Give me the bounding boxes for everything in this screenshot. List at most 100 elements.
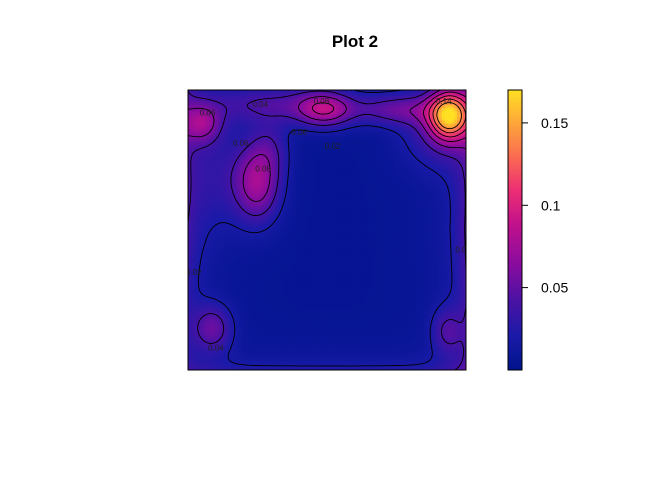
heatmap-cell xyxy=(323,306,328,310)
heatmap-cell xyxy=(221,199,225,204)
heatmap-cell xyxy=(296,309,301,313)
heatmap-cell xyxy=(257,360,262,365)
heatmap-cell xyxy=(209,293,213,298)
heatmap-cell xyxy=(281,300,286,304)
heatmap-cell xyxy=(206,199,210,204)
heatmap-cell xyxy=(227,242,231,246)
heatmap-cell xyxy=(311,147,316,152)
heatmap-cell xyxy=(345,129,349,134)
heatmap-cell xyxy=(233,166,237,170)
heatmap-cell xyxy=(248,300,253,304)
heatmap-cell xyxy=(345,123,349,128)
heatmap-cell xyxy=(266,217,271,222)
heatmap-cell xyxy=(227,342,231,347)
heatmap-cell xyxy=(293,239,298,243)
heatmap-cell xyxy=(260,339,265,344)
heatmap-cell xyxy=(327,196,331,201)
heatmap-cell xyxy=(317,266,322,271)
heatmap-cell xyxy=(224,199,228,204)
heatmap-cell xyxy=(311,114,316,118)
heatmap-cell xyxy=(227,306,231,310)
heatmap-cell xyxy=(188,144,192,149)
heatmap-cell xyxy=(302,309,307,313)
heatmap-cell xyxy=(200,199,204,204)
heatmap-cell xyxy=(191,184,195,188)
heatmap-cell xyxy=(257,351,262,356)
heatmap-cell xyxy=(215,248,219,252)
heatmap-cell xyxy=(342,217,346,222)
heatmap-cell xyxy=(188,360,192,365)
heatmap-cell xyxy=(293,193,298,198)
heatmap-cell xyxy=(200,114,204,118)
heatmap-cell xyxy=(284,318,289,322)
heatmap-cell xyxy=(287,321,292,325)
heatmap-cell xyxy=(212,226,216,231)
heatmap-cell xyxy=(191,324,195,328)
heatmap-cell xyxy=(221,108,225,112)
heatmap-cell xyxy=(305,220,310,225)
heatmap-cell xyxy=(342,248,346,252)
heatmap-cell xyxy=(330,239,334,243)
heatmap-cell xyxy=(230,306,234,310)
heatmap-cell xyxy=(251,296,256,301)
heatmap-cell xyxy=(227,272,231,277)
heatmap-cell xyxy=(281,126,286,131)
heatmap-cell xyxy=(227,263,231,268)
heatmap-cell xyxy=(336,281,340,286)
heatmap-cell xyxy=(212,315,216,319)
heatmap-cell xyxy=(330,245,334,249)
heatmap-cell xyxy=(299,156,304,161)
heatmap-cell xyxy=(230,175,234,179)
heatmap-cell xyxy=(275,330,280,335)
heatmap-cell xyxy=(206,360,210,365)
heatmap-cell xyxy=(191,357,195,362)
heatmap-cell xyxy=(342,196,346,201)
heatmap-cell xyxy=(254,226,259,231)
heatmap-cell xyxy=(314,105,319,109)
heatmap-cell xyxy=(260,245,265,249)
heatmap-cell xyxy=(348,287,352,292)
heatmap-cell xyxy=(281,172,286,176)
heatmap-cell xyxy=(254,345,259,350)
heatmap-cell xyxy=(284,223,289,228)
heatmap-cell xyxy=(266,144,271,149)
heatmap-cell xyxy=(236,153,240,158)
heatmap-cell xyxy=(278,242,283,246)
heatmap-cell xyxy=(260,248,265,252)
heatmap-cell xyxy=(320,196,325,201)
heatmap-cell xyxy=(215,211,219,216)
heatmap-cell xyxy=(311,251,316,255)
heatmap-cell xyxy=(269,108,274,112)
heatmap-cell xyxy=(339,178,343,182)
heatmap-cell xyxy=(188,208,192,213)
heatmap-cell xyxy=(248,184,253,188)
heatmap-cell xyxy=(308,153,313,158)
heatmap-cell xyxy=(336,208,340,213)
heatmap-cell xyxy=(206,290,210,295)
heatmap-cell xyxy=(308,111,313,115)
heatmap-cell xyxy=(308,135,313,140)
heatmap-cell xyxy=(281,324,286,328)
heatmap-cell xyxy=(194,205,198,210)
heatmap-cell xyxy=(233,141,237,146)
heatmap-cell xyxy=(245,236,250,240)
heatmap-cell xyxy=(245,351,250,356)
heatmap-cell xyxy=(333,117,337,122)
heatmap-cell xyxy=(305,351,310,356)
heatmap-cell xyxy=(257,208,262,213)
heatmap-cell xyxy=(348,336,352,341)
heatmap-cell xyxy=(242,239,247,243)
heatmap-cell xyxy=(248,303,253,307)
heatmap-cell xyxy=(345,205,349,210)
heatmap-cell xyxy=(296,327,301,332)
heatmap-cell xyxy=(323,160,328,164)
heatmap-cell xyxy=(260,169,265,173)
heatmap-cell xyxy=(269,147,274,152)
heatmap-cell xyxy=(284,351,289,356)
heatmap-cell xyxy=(224,357,228,362)
heatmap-cell xyxy=(323,156,328,161)
heatmap-cell xyxy=(345,175,349,179)
heatmap-cell xyxy=(206,315,210,319)
heatmap-cell xyxy=(311,156,316,161)
heatmap-cell xyxy=(209,230,213,234)
